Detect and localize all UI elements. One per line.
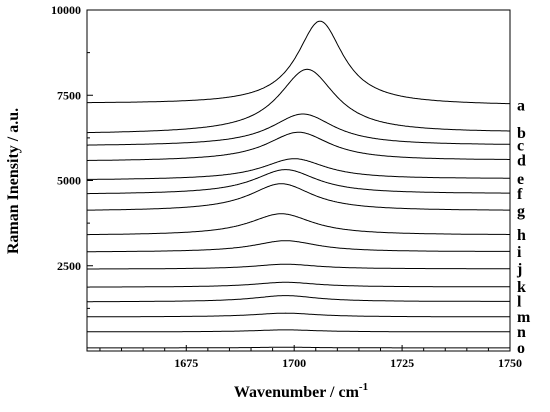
y-tick-label: 10000	[51, 3, 81, 17]
y-axis-title: Raman Inensity / a.u.	[5, 108, 22, 254]
series-label-j: j	[516, 261, 522, 278]
series-line-j	[87, 263, 510, 270]
series-line-a	[87, 20, 511, 105]
series-line-m	[87, 312, 510, 318]
series-label-h: h	[517, 227, 526, 244]
series-label-k: k	[517, 279, 526, 296]
series-line-l	[87, 295, 510, 303]
series-label-l: l	[517, 294, 522, 311]
series-label-e: e	[517, 171, 524, 188]
series-line-b	[87, 68, 510, 134]
series-label-f: f	[517, 186, 523, 203]
x-axis-title-superscript: -1	[359, 381, 368, 393]
series-label-g: g	[517, 203, 525, 220]
series-line-n	[87, 329, 510, 333]
series-label-c: c	[517, 137, 524, 154]
series-line-f	[87, 169, 510, 195]
series-line-g	[87, 183, 510, 211]
x-tick-label: 1725	[390, 356, 414, 370]
series-label-b: b	[517, 125, 526, 142]
x-axis-title: Wavenumber / cm-1	[234, 381, 368, 401]
curves-layer	[86, 20, 511, 349]
y-tick-label: 5000	[57, 174, 81, 188]
series-label-m: m	[517, 309, 531, 326]
series-label-n: n	[517, 324, 526, 341]
series-line-i	[87, 240, 510, 253]
series-label-o: o	[517, 340, 525, 357]
series-label-a: a	[517, 97, 525, 114]
series-label-d: d	[517, 152, 526, 169]
y-tick-label: 7500	[57, 88, 81, 102]
ticks-layer: 1675 1700 1725 1750 2500 5000 7500 10000	[51, 3, 522, 370]
x-axis-title-text: Wavenumber / cm	[234, 384, 360, 401]
series-line-h	[87, 213, 510, 236]
series-line-o	[87, 346, 510, 349]
series-line-d	[87, 131, 510, 161]
x-tick-label: 1750	[498, 356, 522, 370]
series-line-k	[87, 281, 510, 288]
y-tick-label: 2500	[57, 259, 81, 273]
series-label-i: i	[517, 244, 522, 261]
series-line-e	[86, 158, 510, 180]
plot-frame	[86, 9, 511, 352]
x-tick-label: 1700	[282, 356, 306, 370]
x-tick-label: 1675	[174, 356, 198, 370]
series-line-c	[87, 113, 510, 146]
